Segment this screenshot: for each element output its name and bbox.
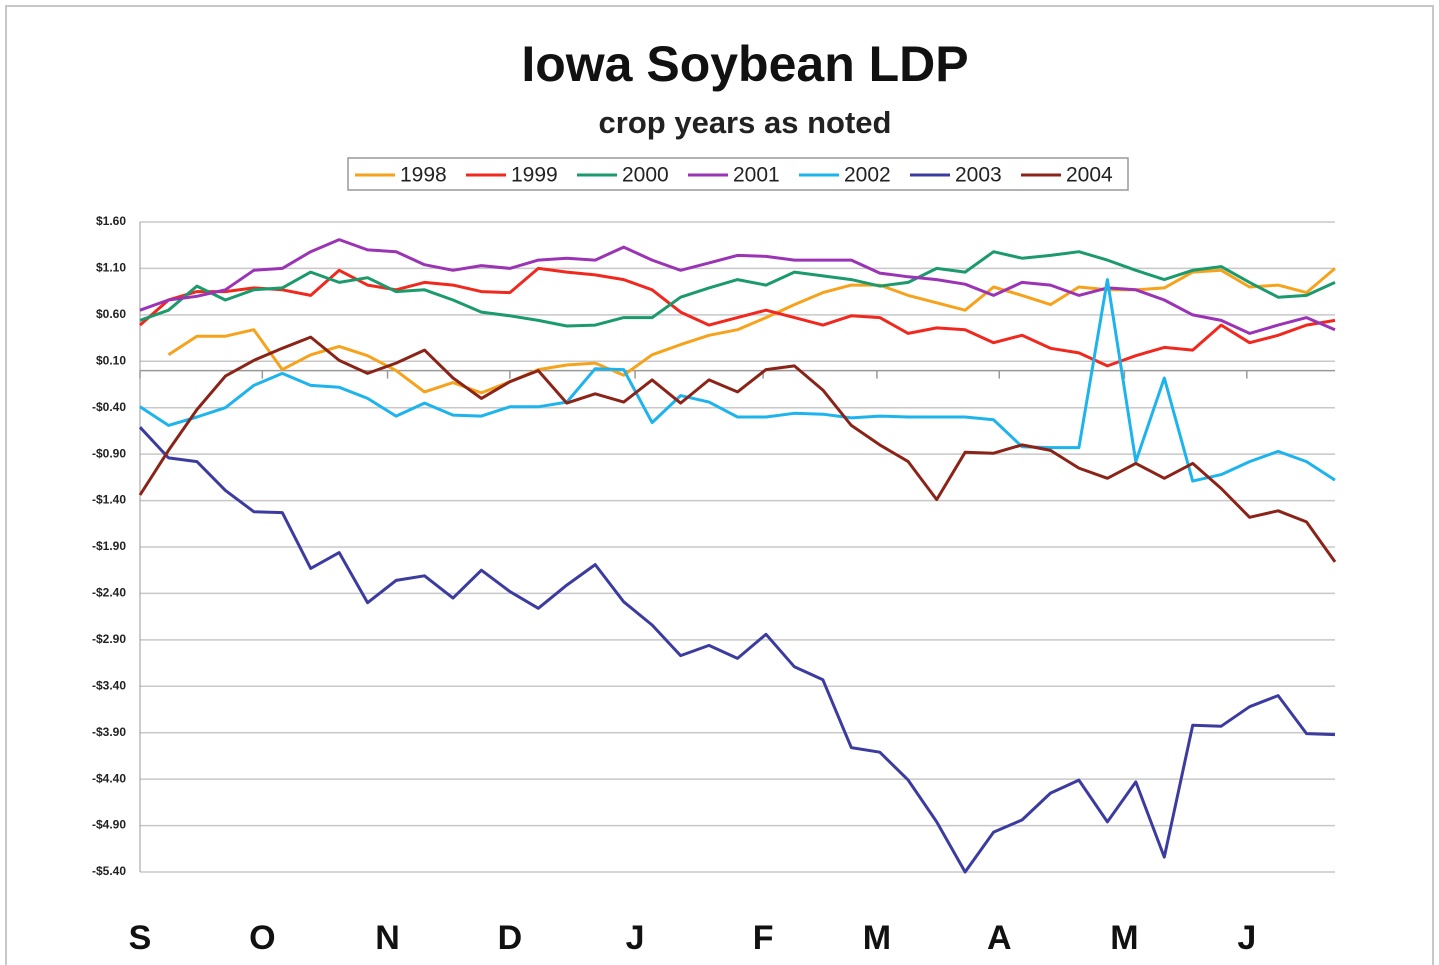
x-tick-label: J bbox=[626, 919, 645, 957]
legend-label: 2002 bbox=[844, 164, 891, 187]
x-tick-label: D bbox=[498, 919, 523, 957]
chart-subtitle: crop years as noted bbox=[599, 105, 892, 140]
y-tick-label: $1.10 bbox=[96, 261, 126, 275]
y-tick-label: -$0.90 bbox=[92, 446, 126, 460]
y-tick-label: -$0.40 bbox=[92, 400, 126, 414]
y-tick-label: -$4.40 bbox=[92, 771, 126, 785]
series-line bbox=[138, 426, 1336, 874]
y-tick-label: $0.10 bbox=[96, 353, 126, 367]
y-tick-label: -$4.90 bbox=[92, 818, 126, 832]
y-tick-label: -$3.40 bbox=[92, 678, 126, 692]
x-tick-label: S bbox=[129, 919, 152, 957]
y-tick-label: -$2.90 bbox=[92, 632, 126, 646]
series-line bbox=[167, 267, 1336, 395]
series-line bbox=[139, 238, 1336, 335]
series-line bbox=[139, 250, 1336, 328]
x-tick-label: N bbox=[375, 919, 400, 957]
x-tick-label: J bbox=[1237, 919, 1256, 957]
legend-label: 2004 bbox=[1066, 164, 1113, 187]
series-line bbox=[138, 335, 1337, 563]
chart-title: Iowa Soybean LDP bbox=[521, 36, 968, 92]
x-tick-label: M bbox=[863, 919, 891, 957]
y-tick-label: -$5.40 bbox=[92, 864, 126, 878]
y-tick-label: $0.60 bbox=[96, 307, 126, 321]
legend-label: 1998 bbox=[400, 164, 447, 187]
legend-label: 2003 bbox=[955, 164, 1002, 187]
y-tick-label: -$1.40 bbox=[92, 493, 126, 507]
series-line bbox=[139, 278, 1336, 483]
y-tick-label: -$3.90 bbox=[92, 725, 126, 739]
legend-label: 2001 bbox=[733, 164, 780, 187]
series-line bbox=[139, 266, 1336, 368]
x-tick-label: M bbox=[1110, 919, 1138, 957]
x-tick-label: O bbox=[249, 919, 275, 957]
legend-label: 2000 bbox=[622, 164, 669, 187]
y-tick-label: -$2.40 bbox=[92, 586, 126, 600]
legend-label: 1999 bbox=[511, 164, 558, 187]
x-tick-label: F bbox=[753, 919, 774, 957]
y-tick-label: -$1.90 bbox=[92, 539, 126, 553]
x-tick-label: A bbox=[987, 919, 1012, 957]
y-tick-label: $1.60 bbox=[96, 214, 126, 228]
